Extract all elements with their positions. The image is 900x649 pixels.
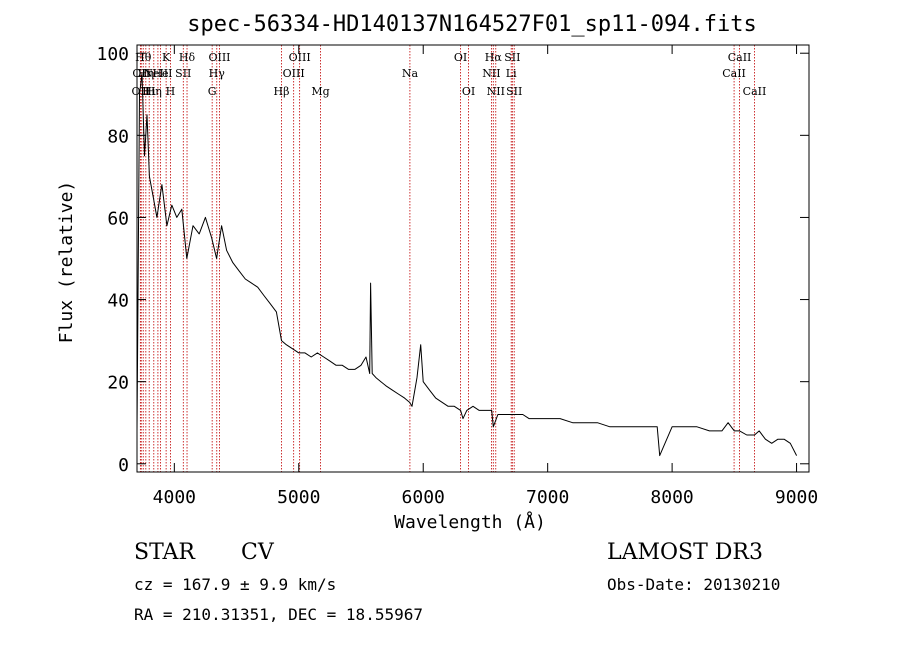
marker-label-24: NII (487, 85, 505, 98)
x-tick-label-5: 9000 (775, 487, 818, 508)
line-markers (139, 45, 755, 472)
marker-label-6: NeIII (143, 67, 172, 80)
x-tick-label-3: 7000 (526, 487, 569, 508)
x-tick-label-1: 5000 (277, 487, 320, 508)
y-tick-label-1: 20 (107, 373, 129, 394)
y-tick-label-3: 60 (107, 208, 129, 229)
series-layer (136, 73, 798, 457)
marker-label-30: CaII (743, 85, 767, 98)
chart-title: spec-56334-HD140137N164527F01_sp11-094.f… (187, 12, 757, 37)
marker-label-16: OIII (283, 67, 305, 80)
y-tick-label-0: 0 (118, 455, 129, 476)
survey-name: LAMOST DR3 (607, 540, 763, 565)
marker-label-29: CaII (728, 51, 752, 64)
marker-label-10: SII (175, 67, 191, 80)
y-tick-label-5: 100 (96, 44, 129, 65)
y-tick-label-4: 80 (107, 126, 129, 147)
marker-label-28: CaII (722, 67, 746, 80)
marker-label-13: Hγ (209, 67, 226, 80)
marker-label-15: Hβ (274, 85, 290, 98)
marker-label-25: Li (506, 67, 517, 80)
observation-date: Obs-Date: 20130210 (607, 575, 780, 594)
spectrum-line-0 (136, 73, 798, 457)
marker-label-23: Hα (485, 51, 503, 64)
x-axis-label: Wavelength (Å) (394, 511, 546, 533)
marker-label-27: SII (506, 85, 522, 98)
object-class: STAR (134, 540, 196, 565)
marker-label-0: OII (132, 85, 150, 98)
marker-label-2: Hθ (135, 51, 152, 64)
redshift-text: cz = 167.9 ± 9.9 km/s (134, 575, 336, 594)
marker-label-12: G (208, 85, 217, 98)
marker-label-26: SII (504, 51, 520, 64)
marker-label-11: Hδ (179, 51, 196, 64)
line-marker-labels: OIIOIIHθHηHιHηNeIIIHeKHSIIHδGHγOIIIHβOII… (132, 51, 767, 98)
marker-label-17: OIII (289, 51, 311, 64)
marker-label-5: Hη (146, 85, 162, 98)
axis-ticks: 4000 5000 6000 7000 8000 9000 0 20 40 60 80 100 (96, 44, 818, 508)
x-tick-label-4: 8000 (650, 487, 693, 508)
y-tick-label-2: 40 (107, 291, 129, 312)
x-tick-label-2: 6000 (402, 487, 445, 508)
marker-label-8: K (162, 51, 171, 64)
marker-label-18: Mg (311, 85, 329, 98)
marker-label-14: OIII (208, 51, 230, 64)
coordinates-text: RA = 210.31351, DEC = 18.55967 (134, 605, 423, 624)
marker-label-9: H (166, 85, 176, 98)
x-tick-label-0: 4000 (153, 487, 196, 508)
marker-label-22: NII (482, 67, 500, 80)
marker-label-4: Hι (142, 85, 156, 98)
y-axis-label: Flux (relative) (56, 181, 77, 344)
marker-label-19: Na (402, 67, 419, 80)
marker-label-7: He (152, 67, 168, 80)
marker-label-20: OI (454, 51, 467, 64)
marker-label-21: OI (462, 85, 475, 98)
object-subclass: CV (241, 540, 275, 565)
plot-frame (136, 44, 810, 473)
